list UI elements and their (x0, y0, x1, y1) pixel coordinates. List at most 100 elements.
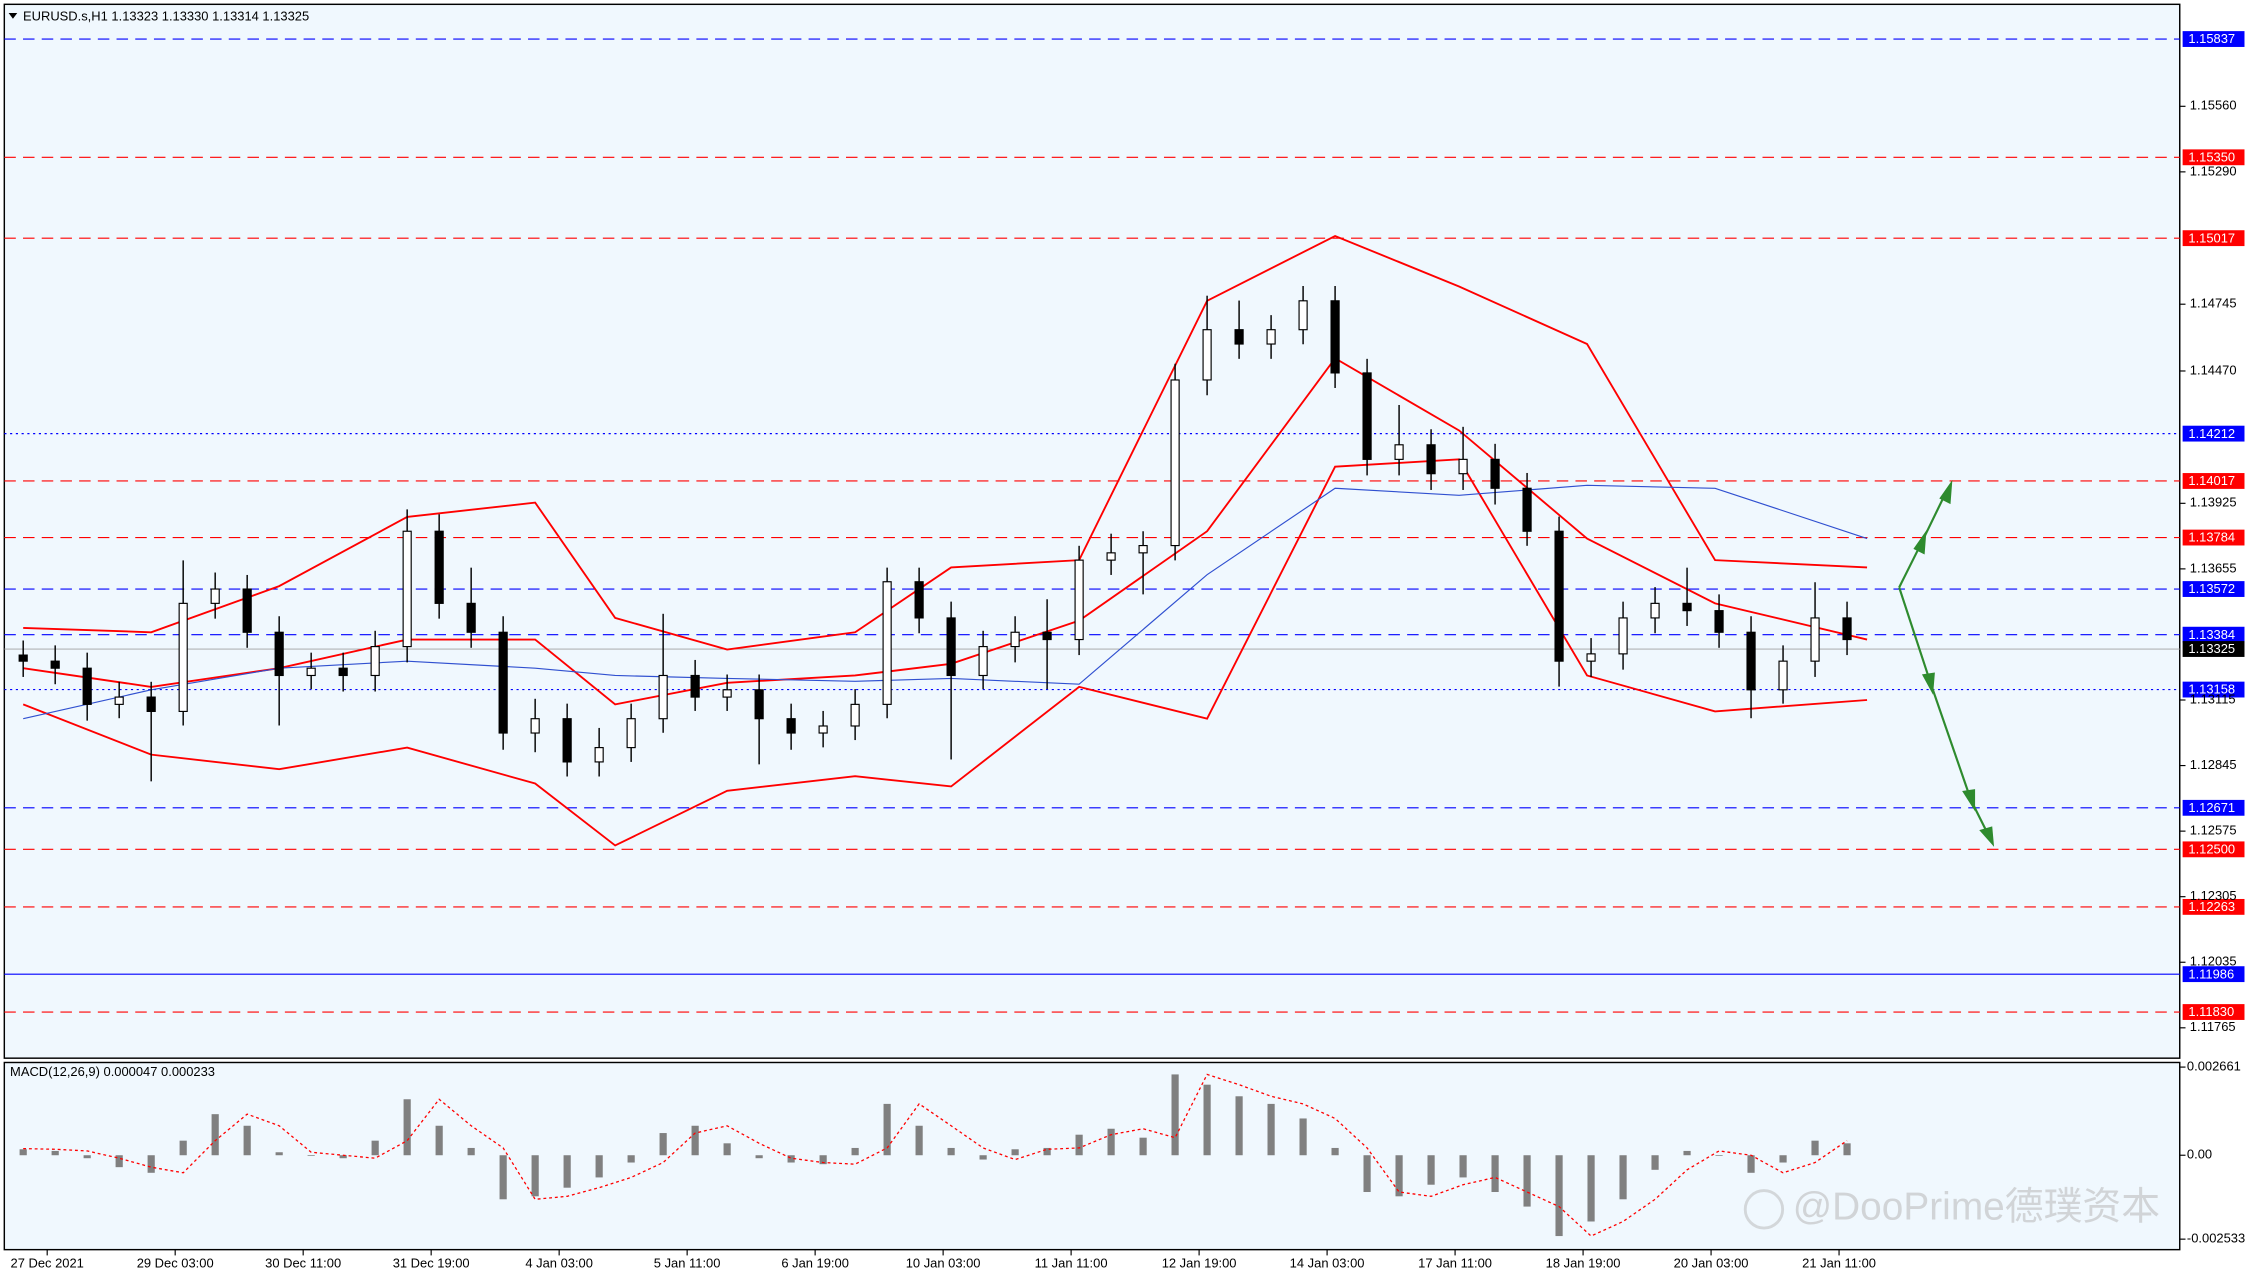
macd-bar (1779, 1155, 1787, 1163)
level-label-box (2182, 473, 2245, 489)
candle-body (242, 588, 252, 633)
main-pane (3, 3, 2181, 1059)
macd-bar (1491, 1155, 1499, 1193)
macd-bar (1555, 1155, 1563, 1237)
x-tick-label: 27 Dec 2021 (11, 1255, 84, 1270)
level-label: 1.13384 (2188, 627, 2235, 642)
level-label-box (2182, 799, 2245, 816)
candle-body (210, 588, 220, 604)
candle-body (1234, 329, 1244, 345)
macd-bar (1299, 1118, 1307, 1156)
level-label-box (2182, 966, 2245, 983)
level-label-box (2182, 626, 2245, 643)
level-label-box (2182, 31, 2245, 47)
macd-bar (659, 1133, 667, 1156)
candle-body (850, 703, 860, 727)
candle-body (1106, 552, 1116, 561)
macd-bar (1683, 1150, 1691, 1156)
macd-bar (1619, 1155, 1627, 1200)
candle-body (498, 631, 508, 734)
menu-triangle (8, 12, 18, 19)
level-label: 1.14212 (2188, 426, 2235, 441)
macd-bar (1459, 1155, 1467, 1178)
candle-body (1298, 300, 1308, 331)
macd-bar (947, 1147, 955, 1156)
candle-body (338, 667, 348, 677)
macd-bar (787, 1155, 795, 1163)
macd-bar (147, 1155, 155, 1173)
macd-bar (819, 1155, 827, 1165)
level-label-box (2182, 529, 2245, 546)
macd-bar (275, 1152, 283, 1156)
forecast-arrows (1898, 479, 1995, 847)
macd-bar (883, 1103, 891, 1156)
level-label-box (2182, 681, 2245, 698)
x-tick-label: 4 Jan 03:00 (525, 1255, 593, 1270)
watermark-logo (1743, 1189, 1785, 1230)
macd-bar (851, 1147, 859, 1156)
arrow-line (1929, 683, 1973, 801)
candle-body (1170, 379, 1180, 547)
candle-body (978, 646, 988, 677)
level-label: 1.11986 (2188, 966, 2234, 981)
macd-bar (83, 1155, 91, 1159)
candle-body (1746, 631, 1756, 691)
watermark: @DooPrime德璞资本 (1743, 1186, 2160, 1230)
level-label: 1.15017 (2188, 230, 2235, 245)
x-tick-label: 11 Jan 11:00 (1035, 1255, 1108, 1270)
macd-bar (1011, 1149, 1019, 1156)
macd-bar (1075, 1134, 1083, 1156)
y-tick-label: 1.13925 (2190, 495, 2237, 510)
candle-body (114, 696, 124, 705)
y-tick-label: 1.12575 (2190, 823, 2237, 838)
macd-bar (435, 1125, 443, 1156)
level-label: 1.13784 (2188, 530, 2235, 545)
candle-body (434, 530, 444, 604)
macd-bar (1203, 1084, 1211, 1156)
candles (18, 285, 1852, 782)
candle-body (1362, 372, 1372, 460)
macd-bar (691, 1125, 699, 1156)
macd-bar (467, 1147, 475, 1156)
x-tick-label: 5 Jan 11:00 (654, 1255, 721, 1270)
candle-body (1330, 300, 1340, 374)
macd-bar (19, 1149, 27, 1156)
macd-bar (1811, 1140, 1819, 1156)
macd-bar (1107, 1128, 1115, 1156)
macd-bar (1043, 1147, 1051, 1156)
x-tick-label: 31 Dec 19:00 (393, 1255, 470, 1270)
candle-body (722, 689, 732, 698)
macd-signal (23, 1073, 1848, 1237)
candle-body (1586, 653, 1596, 662)
macd-bar (403, 1099, 411, 1156)
candle-body (178, 602, 188, 712)
y-tick-label: 1.12305 (2190, 888, 2237, 903)
candle-body (1842, 617, 1852, 641)
candle-body (306, 667, 316, 677)
x-tick-label: 30 Dec 11:00 (265, 1255, 341, 1270)
macd-bar (1395, 1155, 1403, 1197)
level-label: 1.12671 (2188, 800, 2235, 815)
y-tick-label: 1.15290 (2190, 163, 2237, 178)
level-label-box (2182, 841, 2245, 858)
candle-body (1426, 444, 1436, 475)
level-label: 1.15837 (2188, 31, 2235, 46)
macd-bar (211, 1114, 219, 1156)
candle-body (1490, 458, 1500, 489)
macd-bar (307, 1155, 315, 1156)
macd-bar (979, 1155, 987, 1160)
macd-pane (3, 1061, 2181, 1251)
x-tick-label: 29 Dec 03:00 (137, 1255, 214, 1270)
candle-body (1682, 602, 1692, 612)
macd-bar (1267, 1103, 1275, 1156)
level-label-box (2182, 898, 2245, 915)
candle-body (18, 654, 28, 662)
level-label: 1.12263 (2188, 899, 2235, 914)
candle-body (1042, 631, 1052, 641)
candle-body (818, 725, 828, 734)
macd-bar (1427, 1155, 1435, 1185)
y-tick-label: 1.13115 (2190, 691, 2236, 706)
candle-body (1010, 631, 1020, 648)
x-tick-label: 12 Jan 19:00 (1162, 1255, 1237, 1270)
macd-bar (243, 1125, 251, 1156)
